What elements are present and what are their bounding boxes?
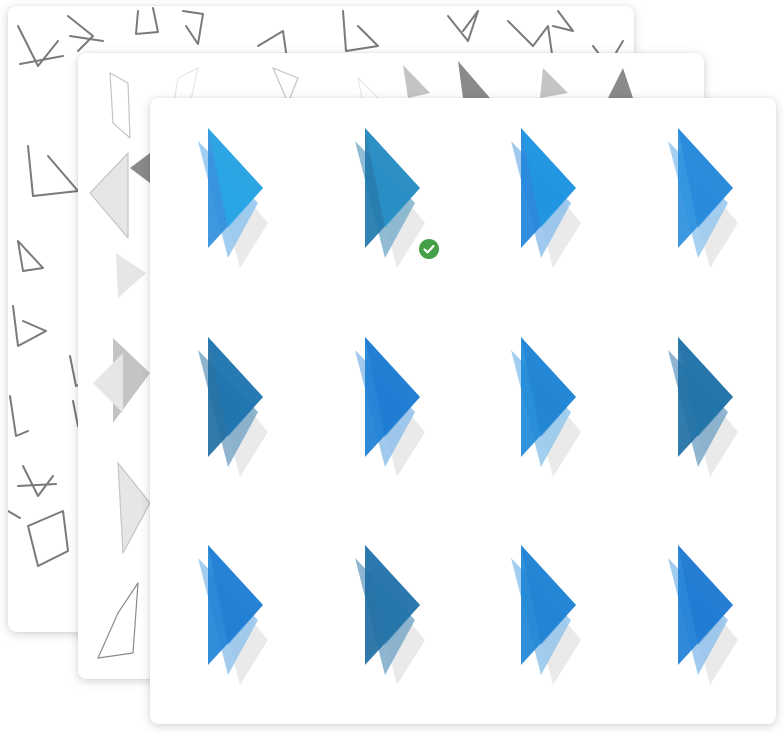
icon-variant-tile[interactable] (491, 332, 582, 482)
sketch-stroke (27, 145, 79, 197)
sketch-stroke (17, 240, 44, 272)
grayscale-draft-shape (116, 253, 146, 298)
grayscale-draft-shape (89, 152, 129, 239)
sketch-stroke (447, 10, 479, 42)
grayscale-draft-shape (272, 67, 299, 104)
sketch-stroke (17, 25, 64, 67)
icon-variant-tile[interactable] (648, 123, 738, 273)
play-triangle-icon (521, 336, 577, 437)
play-triangle-icon (364, 336, 420, 437)
play-triangle-icon (208, 128, 264, 228)
grayscale-draft-shape (540, 68, 568, 98)
play-triangle-icon (364, 545, 420, 646)
checkmark-circle-icon (418, 239, 439, 259)
icon-variant-tile[interactable] (335, 123, 425, 273)
sketch-stroke (342, 10, 379, 52)
grayscale-draft-shape (458, 61, 490, 98)
play-triangle-icon (208, 545, 264, 646)
icon-variant-tile[interactable] (178, 332, 269, 482)
color-variants-card (150, 98, 776, 724)
sketch-stroke (552, 10, 574, 32)
sketch-stroke (135, 7, 159, 35)
icon-variant-tile[interactable] (178, 123, 269, 273)
grayscale-draft-shape (93, 353, 123, 413)
icon-variant-tile[interactable] (648, 540, 738, 690)
sketch-stroke (12, 305, 47, 347)
icon-variant-tile[interactable] (648, 332, 738, 482)
icon-variant-tile[interactable] (178, 540, 269, 690)
play-triangle-icon (677, 336, 733, 437)
icon-variant-tile[interactable] (491, 123, 582, 273)
sketch-stroke (507, 20, 554, 62)
play-triangle-icon (208, 336, 264, 437)
play-triangle-icon (364, 128, 420, 228)
grayscale-draft-shape (117, 462, 151, 554)
grayscale-drafts (89, 61, 633, 659)
grayscale-draft-shape (608, 68, 633, 98)
icon-variant-tile[interactable] (491, 540, 582, 690)
play-triangle-icon (521, 545, 577, 646)
sketch-stroke (72, 400, 79, 427)
sketch-stroke (67, 15, 104, 52)
sketch-stroke (27, 510, 69, 567)
grayscale-draft-shape (130, 153, 150, 183)
sketch-stroke (17, 465, 57, 497)
grayscale-draft-shape (109, 72, 131, 139)
play-triangle-icon (677, 545, 733, 646)
play-triangle-icon (521, 128, 577, 228)
icon-variant-tile[interactable] (335, 332, 425, 482)
icon-variant-tile[interactable] (335, 540, 425, 690)
grayscale-draft-shape (97, 582, 139, 659)
play-triangle-icon (677, 128, 733, 228)
sketch-stroke (8, 510, 21, 519)
sketch-stroke (182, 10, 204, 45)
sketch-stroke (9, 395, 29, 437)
grayscale-draft-shape (403, 65, 430, 98)
